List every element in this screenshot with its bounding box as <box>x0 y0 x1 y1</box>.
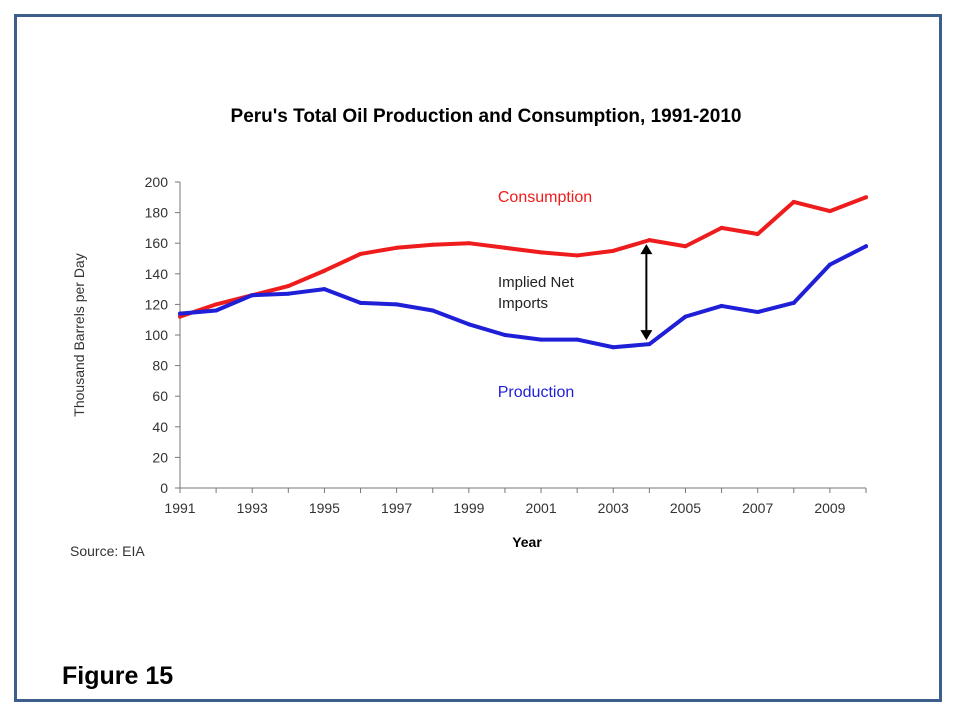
x-tick-label: 2009 <box>814 500 845 516</box>
y-tick-label: 140 <box>145 266 169 282</box>
production-data-point <box>719 303 724 308</box>
consumption-data-point <box>539 250 544 255</box>
x-tick-label: 1997 <box>381 500 412 516</box>
x-tick-label: 2003 <box>598 500 629 516</box>
y-axis-label: Thousand Barrels per Day <box>71 253 87 416</box>
production-series-label: Production <box>498 384 575 401</box>
y-tick-label: 40 <box>152 419 168 435</box>
consumption-data-point <box>611 248 616 253</box>
y-tick-label: 100 <box>145 327 169 343</box>
consumption-data-point <box>430 242 435 247</box>
series-labels: Consumption Production <box>498 189 592 401</box>
consumption-data-point <box>755 232 760 237</box>
y-tick-label: 60 <box>152 388 168 404</box>
consumption-data-point <box>791 199 796 204</box>
annotation-layer: Implied Net Imports <box>498 244 653 341</box>
y-tick-label: 0 <box>160 480 168 496</box>
production-data-point <box>286 291 291 296</box>
production-data-point <box>864 244 868 249</box>
production-data-point <box>791 300 796 305</box>
y-tick-label: 160 <box>145 235 169 251</box>
consumption-data-point <box>214 302 219 307</box>
consumption-data-point <box>864 195 868 200</box>
production-data-point <box>178 311 182 316</box>
consumption-series-line <box>178 195 868 319</box>
x-tick-label: 1999 <box>453 500 484 516</box>
consumption-data-point <box>322 268 327 273</box>
consumption-data-point <box>394 245 399 250</box>
x-tick-label: 2005 <box>670 500 701 516</box>
series-layer <box>178 195 868 350</box>
x-tick-label: 2007 <box>742 500 773 516</box>
y-tick-label: 120 <box>145 296 169 312</box>
consumption-series-label: Consumption <box>498 189 592 206</box>
production-data-point <box>502 333 507 337</box>
production-data-point <box>611 345 616 350</box>
y-tick-label: 180 <box>145 205 169 221</box>
figure-frame <box>14 14 942 702</box>
production-data-point <box>575 337 580 342</box>
x-tick-label: 1995 <box>309 500 340 516</box>
consumption-data-point <box>358 251 363 256</box>
production-data-point <box>214 308 219 313</box>
production-data-point <box>466 322 471 327</box>
production-data-point <box>250 293 255 298</box>
consumption-data-point <box>178 314 182 319</box>
consumption-data-point <box>827 209 832 214</box>
production-series-line <box>178 244 868 350</box>
y-tick-label: 200 <box>145 174 169 190</box>
consumption-data-point <box>286 284 291 289</box>
x-axis-ticks: 1991 1993 1995 1997 1999 2001 2003 2005 2007 2009 <box>164 488 867 516</box>
x-tick-label: 2001 <box>525 500 556 516</box>
y-tick-label: 20 <box>152 449 168 465</box>
x-axis-label: Year <box>512 534 542 550</box>
production-data-point <box>394 302 399 307</box>
x-tick-label: 1991 <box>164 500 195 516</box>
figure-label: Figure 15 <box>62 662 174 690</box>
consumption-data-point <box>647 238 652 243</box>
consumption-data-point <box>683 244 688 249</box>
source-note: Source: EIA <box>70 543 145 559</box>
production-data-point <box>322 287 327 292</box>
y-tick-label: 80 <box>152 358 168 374</box>
arrow-up-icon <box>640 244 653 255</box>
consumption-data-point <box>466 241 471 246</box>
net-imports-annotation-line: Imports <box>498 295 548 312</box>
production-data-point <box>683 314 688 319</box>
consumption-data-point <box>502 245 507 250</box>
production-data-point <box>827 262 832 267</box>
production-data-point <box>647 342 652 347</box>
production-data-point <box>539 337 544 342</box>
y-axis-ticks: 0 20 40 60 80 100 120 140 160 180 200 <box>145 174 180 496</box>
x-tick-label: 1993 <box>237 500 268 516</box>
consumption-data-point <box>575 253 580 258</box>
arrow-down-icon <box>640 330 653 341</box>
net-imports-annotation-line: Implied Net <box>498 274 575 291</box>
production-data-point <box>430 308 435 313</box>
production-data-point <box>755 310 760 315</box>
consumption-data-point <box>719 225 724 230</box>
production-data-point <box>358 300 363 305</box>
chart-title: Peru's Total Oil Production and Consumpt… <box>231 106 742 127</box>
